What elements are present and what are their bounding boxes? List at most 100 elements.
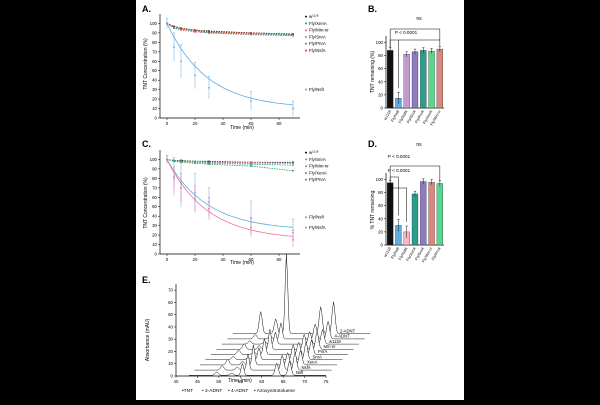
chart0-fly-pnra-point-1 — [173, 27, 175, 30]
chart1-cat-label-fly-nsfi: Fly/NsfI — [390, 110, 400, 123]
chart2-fly-nsfa-line — [166, 159, 294, 237]
panel-b-ns: ns — [416, 16, 422, 22]
chart2-fly-nsfa-point-5 — [250, 226, 252, 229]
panel-e-legend-azoxy: • Azoxynitrotoluene — [254, 388, 295, 394]
chart3-bar-w1118 — [387, 182, 394, 246]
panel-e-xlabel: Time (min) — [228, 378, 252, 384]
chart0-legend-marker-fly-nsfi — [305, 88, 307, 91]
chart2-ytick-label-100: 100 — [150, 157, 158, 162]
chart4-trace-pnra — [210, 338, 348, 355]
chart2-ytick-label-60: 60 — [152, 195, 157, 200]
chart0-ytick-label-10: 10 — [152, 106, 157, 111]
panel-e-legend-2adnt: • 2-ADNT — [202, 388, 222, 394]
chart0-xtick-label-0: 0 — [166, 121, 169, 126]
chart2-ytick-label-10: 10 — [152, 242, 157, 247]
chart4-ytick-label-70: 70 — [168, 288, 173, 293]
chart0-fly-nsfa-point-2 — [180, 27, 182, 30]
chart0-legend-fly-xena: Fly/XenA — [309, 21, 327, 26]
chart4-trace-label-nsfa: NsfA — [302, 365, 311, 370]
chart1-cat-label-fly-xena: Fly/XenA — [422, 109, 433, 125]
panel-e-plot: 0 10 20 30 40 50 60 70 40 45 50 55 60 65 70 75 2-ADNT4-A… — [168, 253, 370, 384]
figure: A. B. C. D. E. TNT Concentration (%) Tim… — [136, 0, 464, 400]
chart2-fly-pnra-point-3 — [194, 161, 196, 164]
chart2-xtick-label-20: 20 — [193, 257, 198, 262]
chart3-bracket-sig — [389, 176, 399, 216]
chart4-trace-mm-nr — [216, 329, 354, 350]
chart2-fly-nsfa-point-2 — [180, 186, 182, 189]
chart4-ytick-label-0: 0 — [171, 374, 174, 379]
chart3-ytick-label-60: 60 — [378, 203, 383, 208]
chart2-fly-nsfa-point-6 — [292, 238, 294, 241]
chart0-fly-nsfi-point-5 — [250, 100, 252, 102]
chart3-cat-label-fly-nsfi: Fly/NsfI — [390, 247, 400, 260]
chart3-ytick-label-20: 20 — [378, 229, 383, 234]
chart4-xtick-label-45: 45 — [195, 379, 200, 384]
chart0-ytick-label-20: 20 — [152, 97, 157, 102]
chart2-fly-nsfa-point-4 — [208, 207, 210, 210]
chart0-legend-fly-snra: Fly/SnrA — [309, 34, 326, 39]
chart2-ytick-label-80: 80 — [152, 176, 157, 181]
panel-d-pvalue-2: P < 0.0001 — [388, 168, 411, 173]
chart3-cat-label-fly-snra: Fly/SnrA — [414, 246, 425, 261]
chart1-bracket-sig — [389, 39, 399, 89]
chart4-trace-label-w1118: w1118 — [329, 339, 341, 344]
chart0-fly-nsfi-point-1 — [173, 46, 175, 48]
chart0-legend-marker-w1118 — [305, 15, 307, 18]
figure-svg: A. B. C. D. E. TNT Concentration (%) Tim… — [142, 4, 444, 394]
panel-b-plot: 0 20 40 60 80 100 w1118Fly/NsfIFly/NsfAFly/Snr… — [376, 28, 444, 126]
chart3-ytick-label-80: 80 — [378, 190, 383, 195]
panel-a: TNT Concentration (%) Time (min) 0 10 20 30… — [143, 14, 329, 132]
chart2-legend-marker-w1118 — [305, 151, 307, 154]
chart0-xtick-label-60: 60 — [249, 121, 254, 126]
chart2-fly-pnra-point-5 — [250, 163, 252, 166]
chart1-bar-w1118 — [387, 50, 394, 109]
chart2-w1118-line — [166, 159, 293, 163]
panel-e-legend-tnt: •TNT — [182, 388, 193, 394]
chart3-cat-label-fly-xena: Fly/XenA — [406, 246, 417, 262]
chart2-legend-w1118: w1118 — [309, 150, 319, 156]
chart4-trace-label-snra: SnrA — [313, 354, 323, 359]
chart0-ytick-label-60: 60 — [152, 59, 157, 64]
chart0-ytick-label-50: 50 — [152, 68, 157, 73]
chart2-fly-xena-point-5 — [250, 165, 252, 167]
chart3-bracket-ns — [389, 165, 441, 181]
panel-e-ylabel: Absorbance (mAU) — [145, 318, 151, 361]
chart1-ytick-label-0: 0 — [381, 106, 384, 111]
chart4-trace-label-nsfi: NsfI — [296, 370, 303, 375]
chart0-legend-fly-pnra: Fly/PnrA — [309, 41, 326, 46]
chart3-cat-label-w1118: w1118 — [383, 247, 392, 258]
chart0-ytick-label-90: 90 — [152, 30, 157, 35]
panel-letter-e: E. — [142, 275, 151, 285]
chart0-legend-fly-mm-nr: Fly/Mm-nr — [309, 28, 329, 33]
panel-a-xlabel: Time (min) — [230, 125, 254, 131]
chart0-fly-nsfi-point-2 — [180, 60, 182, 63]
chart3-cat-label-fly-pnra: Fly/PnrA — [431, 246, 442, 261]
chart4-xtick-label-40: 40 — [174, 379, 179, 384]
chart0-fly-nsfi-point-3 — [194, 74, 196, 77]
chart4-trace-nsfi — [188, 360, 326, 376]
panel-letter-a: A. — [142, 4, 151, 14]
chart2-ytick-label-70: 70 — [152, 185, 157, 190]
chart0-legend-marker-fly-xena — [305, 22, 307, 25]
chart2-fly-nsfa-point-3 — [194, 198, 196, 201]
chart2-legend-fly-nsfi: Fly/NsfI — [309, 215, 324, 220]
panel-b-pvalue: P < 0.0001 — [395, 30, 418, 35]
chart0-ytick-label-80: 80 — [152, 40, 157, 45]
panel-e-legend-4adnt: • 4-ADNT — [228, 388, 248, 394]
chart4-ytick-label-20: 20 — [168, 349, 173, 354]
panel-letter-b: B. — [368, 4, 377, 14]
chart1-cat-label-fly-nsfa: Fly/NsfA — [398, 109, 409, 124]
chart0-xtick-label-20: 20 — [193, 121, 198, 126]
chart0-legend-marker-fly-nsfa — [305, 49, 307, 52]
chart2-fly-xena-line — [166, 159, 294, 172]
chart4-trace-label-4-adnt: 4-ADNT — [335, 334, 351, 339]
chart2-legend-fly-nsfa: Fly/NsfA — [309, 225, 326, 230]
chart0-fly-nsfi-line — [166, 23, 294, 106]
chart3-bar-fly-mm-nr — [428, 182, 435, 246]
chart1-bracket-ns — [389, 28, 441, 48]
chart1-ytick-label-40: 40 — [378, 79, 383, 84]
chart0-fly-nsfa-point-6 — [292, 32, 294, 35]
chart0-fly-nsfi-point-4 — [208, 86, 210, 89]
chart3-ytick-label-0: 0 — [381, 243, 384, 248]
